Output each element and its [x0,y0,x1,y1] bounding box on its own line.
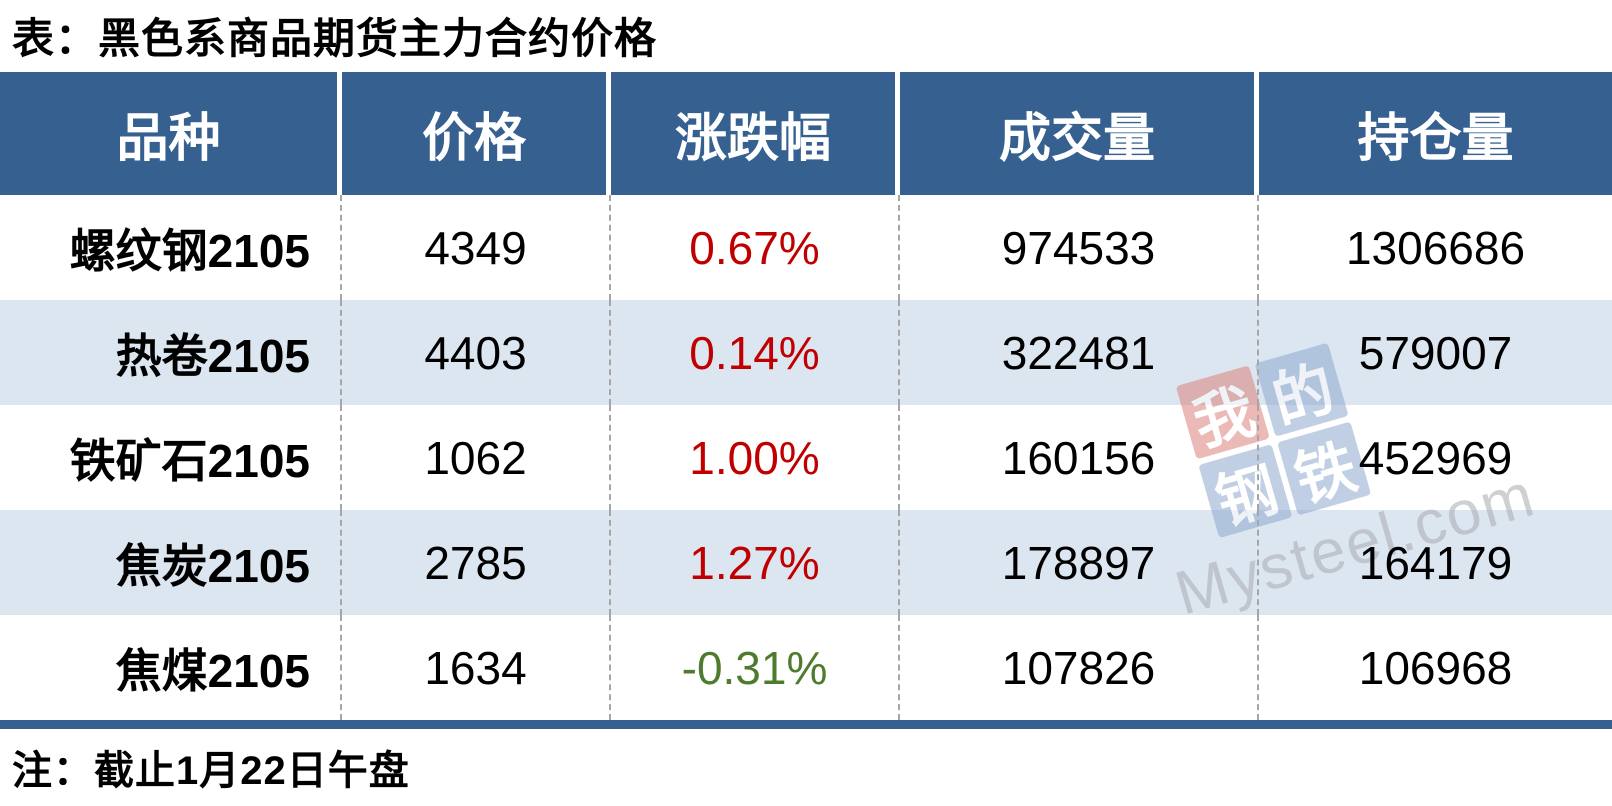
price-cell: 1634 [342,615,611,720]
variety-cell: 螺纹钢2105 [0,195,342,300]
variety-cell: 铁矿石2105 [0,405,342,510]
table-header-row: 品种 价格 涨跌幅 成交量 持仓量 [0,72,1612,195]
change-cell: 1.27% [611,510,900,615]
variety-cell: 焦煤2105 [0,615,342,720]
price-cell: 4349 [342,195,611,300]
variety-cell: 焦炭2105 [0,510,342,615]
footnote: 注：截止1月22日午盘 [12,749,410,793]
volume-cell: 178897 [900,510,1259,615]
header-change: 涨跌幅 [611,72,900,195]
volume-cell: 974533 [900,195,1259,300]
header-volume: 成交量 [900,72,1259,195]
open-interest-cell: 452969 [1358,431,1513,484]
table-row: 焦炭2105 2785 1.27% 178897 164179 [0,510,1612,615]
header-price: 价格 [342,72,611,195]
volume-cell: 160156 [900,405,1259,510]
table-row: 铁矿石2105 1062 1.00% 160156 452969 [0,405,1612,510]
header-open-interest: 持仓量 [1357,110,1514,168]
open-interest-cell: 164179 [1358,536,1513,589]
page-title: 表：黑色系商品期货主力合约价格 [12,14,658,62]
table-row: 螺纹钢2105 4349 0.67% 974533 1306686 [0,195,1612,300]
price-cell: 1062 [342,405,611,510]
table-row: 焦煤2105 1634 -0.31% 107826 106968 [0,615,1612,720]
open-interest-cell: 106968 [1358,641,1513,694]
volume-cell: 107826 [900,615,1259,720]
change-cell: -0.31% [611,615,900,720]
open-interest-cell: 579007 [1358,326,1513,379]
header-variety: 品种 [0,72,342,195]
variety-cell: 热卷2105 [0,300,342,405]
open-interest-cell: 1306686 [1345,221,1526,274]
price-cell: 2785 [342,510,611,615]
change-cell: 0.14% [611,300,900,405]
table-row: 热卷2105 4403 0.14% 322481 579007 [0,300,1612,405]
change-cell: 1.00% [611,405,900,510]
futures-price-table: 品种 价格 涨跌幅 成交量 持仓量 螺纹钢2105 4349 0.67% 974… [0,72,1612,729]
price-cell: 4403 [342,300,611,405]
change-cell: 0.67% [611,195,900,300]
volume-cell: 322481 [900,300,1259,405]
